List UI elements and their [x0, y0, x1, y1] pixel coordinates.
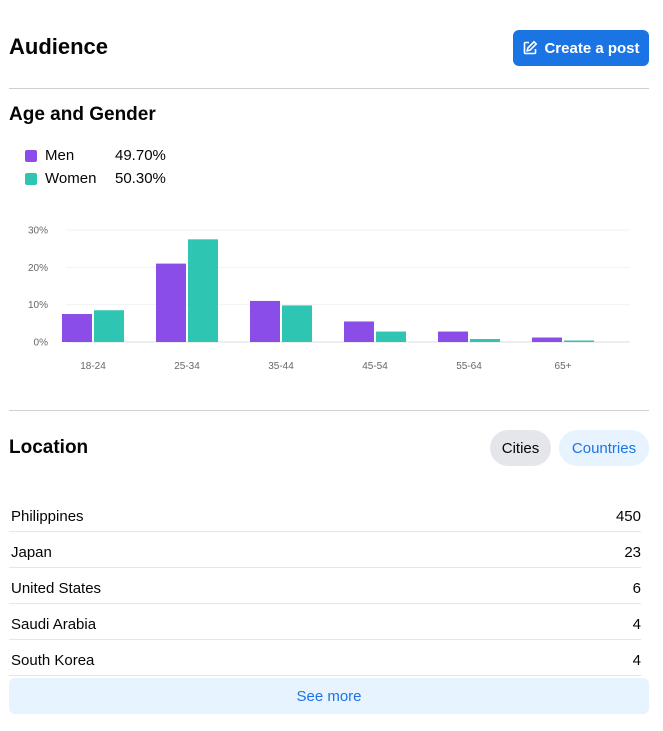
x-tick-label: 45-54 [362, 361, 388, 372]
countries-toggle[interactable]: Countries [559, 430, 649, 466]
location-count: 23 [624, 544, 641, 561]
location-name: Saudi Arabia [11, 616, 97, 633]
table-row: Philippines 450 [9, 496, 641, 532]
location-name: Philippines [11, 508, 84, 525]
x-tick-label: 65+ [555, 361, 572, 372]
age-gender-chart: 0% 10% 20% 30% 18-24 25-34 35-44 45-54 55-64 65+ [28, 226, 630, 372]
divider [9, 410, 649, 411]
x-tick-label: 25-34 [174, 361, 200, 372]
edit-icon [524, 40, 538, 55]
y-tick-label: 30% [28, 226, 48, 237]
location-count: 4 [632, 616, 641, 633]
x-tick-label: 55-64 [456, 361, 482, 372]
location-count: 450 [615, 508, 641, 525]
table-row: South Korea 4 [9, 640, 641, 676]
location-list: Philippines 450 Japan 23 United States 6 Saudi… [9, 496, 641, 676]
bar-men-65+[interactable] [532, 337, 562, 342]
bar-women-35-44[interactable] [282, 305, 312, 342]
age-gender-title: Age and Gender [9, 104, 156, 125]
bar-men-35-44[interactable] [250, 300, 280, 342]
bar-men-55-64[interactable] [438, 331, 468, 342]
location-name: Japan [11, 544, 52, 561]
location-count: 6 [632, 580, 641, 597]
table-row: United States 6 [9, 568, 641, 604]
x-tick-label: 35-44 [268, 361, 294, 372]
chart-legend: Men 49.70% Women 50.30% [25, 144, 185, 190]
location-name: South Korea [11, 652, 95, 669]
divider [9, 88, 649, 89]
see-more-button[interactable]: See more [9, 678, 649, 714]
bar-women-45-54[interactable] [376, 331, 406, 342]
page-header: Audience Create a post [9, 30, 649, 66]
legend-women: Women 50.30% [25, 167, 185, 190]
legend-men: Men 49.70% [25, 144, 185, 167]
y-tick-label: 10% [28, 300, 48, 311]
location-name: United States [11, 580, 102, 597]
bar-women-25-34[interactable] [188, 239, 218, 342]
create-post-button[interactable]: Create a post [513, 30, 649, 66]
y-tick-label: 0% [34, 338, 49, 349]
page-title: Audience [9, 34, 109, 59]
location-count: 4 [632, 652, 641, 669]
bar-men-45-54[interactable] [344, 321, 374, 342]
bar-women-65+[interactable] [564, 340, 594, 342]
legend-women-value: 50.30% [115, 170, 166, 187]
table-row: Saudi Arabia 4 [9, 604, 641, 640]
men-swatch [25, 149, 37, 162]
women-swatch [25, 172, 37, 185]
create-post-label: Create a post [544, 39, 640, 57]
y-tick-label: 20% [28, 263, 48, 274]
table-row: Japan 23 [9, 532, 641, 568]
legend-men-value: 49.70% [115, 147, 166, 164]
bar-women-55-64[interactable] [470, 339, 500, 342]
bar-men-18-24[interactable] [62, 314, 92, 342]
legend-women-label: Women [45, 170, 97, 187]
bar-women-18-24[interactable] [94, 310, 124, 342]
bar-men-25-34[interactable] [156, 263, 186, 342]
cities-toggle[interactable]: Cities [490, 430, 551, 466]
x-tick-label: 18-24 [80, 361, 106, 372]
location-title: Location [9, 437, 89, 458]
legend-men-label: Men [45, 147, 75, 164]
